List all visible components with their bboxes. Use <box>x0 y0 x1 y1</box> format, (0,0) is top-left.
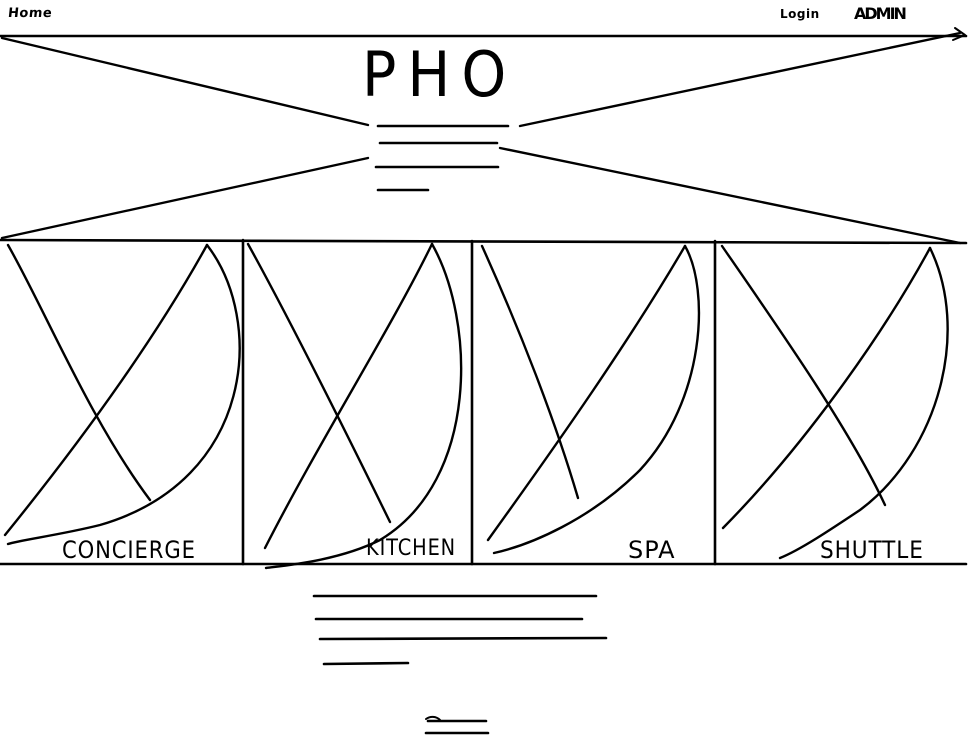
hero-tagline-placeholder <box>374 124 510 192</box>
concierge-image-placeholder <box>3 243 241 546</box>
shuttle-image-placeholder <box>720 244 949 560</box>
spa-image-placeholder <box>480 244 701 555</box>
hero-image-placeholder <box>0 27 966 245</box>
tiles-top-border <box>0 238 968 245</box>
nav-admin-link[interactable]: ADMIN <box>854 4 907 23</box>
nav-home-link[interactable]: Home <box>7 6 53 21</box>
footer-text-block <box>310 588 610 668</box>
footer-link[interactable] <box>422 712 492 738</box>
tile-kitchen[interactable] <box>243 242 472 564</box>
footer-text-placeholder <box>312 594 608 666</box>
tile-spa[interactable] <box>472 242 715 564</box>
tile-label-kitchen: KITCHEN <box>366 536 457 561</box>
tile-label-shuttle: SHUTTLE <box>820 536 924 564</box>
tile-label-concierge: CONCIERGE <box>62 536 196 564</box>
tile-concierge[interactable] <box>0 242 243 564</box>
tile-shuttle[interactable] <box>715 242 966 564</box>
footer-link-placeholder <box>424 715 490 735</box>
logo-wordmark: PHO <box>362 38 518 111</box>
kitchen-image-placeholder <box>246 242 463 570</box>
nav-login-link[interactable]: Login <box>780 7 820 21</box>
tile-label-spa: SPA <box>628 536 676 564</box>
